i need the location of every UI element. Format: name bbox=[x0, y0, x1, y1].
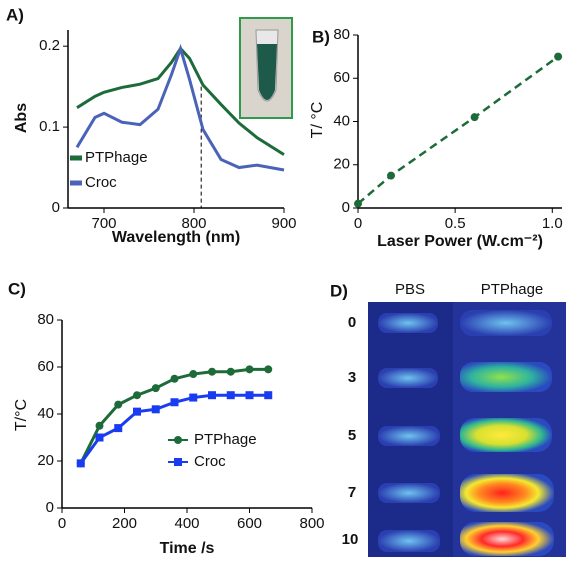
y-tick-label: 40 bbox=[37, 405, 54, 422]
y-tick-label: 80 bbox=[333, 26, 350, 43]
data-point bbox=[208, 391, 216, 400]
data-point bbox=[387, 171, 396, 180]
data-point bbox=[114, 400, 123, 409]
data-point bbox=[226, 391, 235, 400]
row-label: 5 bbox=[348, 427, 356, 444]
y-axis-label: T/ °C bbox=[309, 102, 326, 139]
legend-label: PTPhage bbox=[85, 149, 148, 166]
legend-marker bbox=[174, 436, 182, 444]
y-tick-label: 0 bbox=[52, 199, 60, 216]
x-axis-label: Time /s bbox=[160, 540, 215, 557]
data-point bbox=[114, 424, 123, 433]
data-point bbox=[189, 370, 198, 379]
x-tick-label: 0.5 bbox=[445, 215, 466, 232]
data-point bbox=[189, 393, 198, 402]
data-point bbox=[208, 367, 216, 376]
data-point bbox=[264, 365, 273, 374]
series-line bbox=[357, 55, 559, 205]
row-label: 10 bbox=[342, 531, 359, 548]
y-tick-label: 20 bbox=[37, 452, 54, 469]
y-tick-label: 0.1 bbox=[39, 118, 60, 135]
legend-label: Croc bbox=[85, 174, 117, 191]
x-tick-label: 700 bbox=[91, 215, 116, 232]
data-point bbox=[170, 374, 179, 383]
x-axis-label: Wavelength (nm) bbox=[112, 229, 240, 246]
x-tick-label: 800 bbox=[299, 515, 324, 532]
y-tick-label: 60 bbox=[333, 69, 350, 86]
column-label: PTPhage bbox=[481, 281, 544, 298]
x-tick-label: 600 bbox=[237, 515, 262, 532]
y-tick-label: 0 bbox=[342, 199, 350, 216]
thermal-image bbox=[368, 302, 566, 557]
y-tick-label: 20 bbox=[333, 156, 350, 173]
data-point bbox=[133, 391, 141, 400]
y-axis-label: T/°C bbox=[13, 399, 30, 431]
data-point bbox=[264, 391, 273, 400]
legend-label: Croc bbox=[194, 453, 226, 470]
data-point bbox=[354, 199, 362, 208]
x-tick-label: 900 bbox=[271, 215, 296, 232]
legend-label: PTPhage bbox=[194, 431, 257, 448]
x-tick-label: 200 bbox=[112, 515, 137, 532]
data-point bbox=[95, 421, 104, 430]
x-axis-label: Laser Power (W.cm⁻²) bbox=[377, 233, 543, 250]
x-tick-label: 0 bbox=[58, 515, 66, 532]
y-tick-label: 60 bbox=[37, 358, 54, 375]
inset-photo bbox=[239, 17, 293, 119]
y-tick-label: 80 bbox=[37, 311, 54, 328]
row-label: 0 bbox=[348, 314, 356, 331]
column-label: PBS bbox=[395, 281, 425, 298]
series-line bbox=[75, 43, 285, 172]
data-point bbox=[95, 433, 104, 442]
series-line bbox=[76, 46, 285, 156]
y-axis-label: Abs bbox=[13, 103, 30, 133]
panel-label: B) bbox=[312, 27, 330, 46]
data-point bbox=[151, 405, 160, 414]
data-point bbox=[245, 391, 254, 400]
x-tick-label: 400 bbox=[174, 515, 199, 532]
data-point bbox=[170, 398, 179, 407]
y-tick-label: 0 bbox=[46, 499, 54, 516]
data-point bbox=[554, 52, 563, 61]
x-tick-label: 1.0 bbox=[542, 215, 563, 232]
data-point bbox=[151, 384, 160, 393]
y-tick-label: 40 bbox=[333, 112, 350, 129]
row-label: 7 bbox=[348, 484, 356, 501]
data-point bbox=[245, 365, 254, 374]
x-tick-label: 800 bbox=[181, 215, 206, 232]
x-tick-label: 0 bbox=[354, 215, 362, 232]
series-line bbox=[79, 367, 269, 465]
panel-label: C) bbox=[8, 279, 26, 298]
panel-label: A) bbox=[6, 5, 24, 24]
legend-marker bbox=[174, 458, 182, 466]
data-point bbox=[470, 113, 479, 122]
data-point bbox=[133, 407, 141, 416]
row-label: 3 bbox=[348, 369, 356, 386]
data-point bbox=[226, 367, 235, 376]
y-tick-label: 0.2 bbox=[39, 37, 60, 54]
data-point bbox=[76, 459, 85, 468]
panel-label: D) bbox=[330, 281, 348, 300]
